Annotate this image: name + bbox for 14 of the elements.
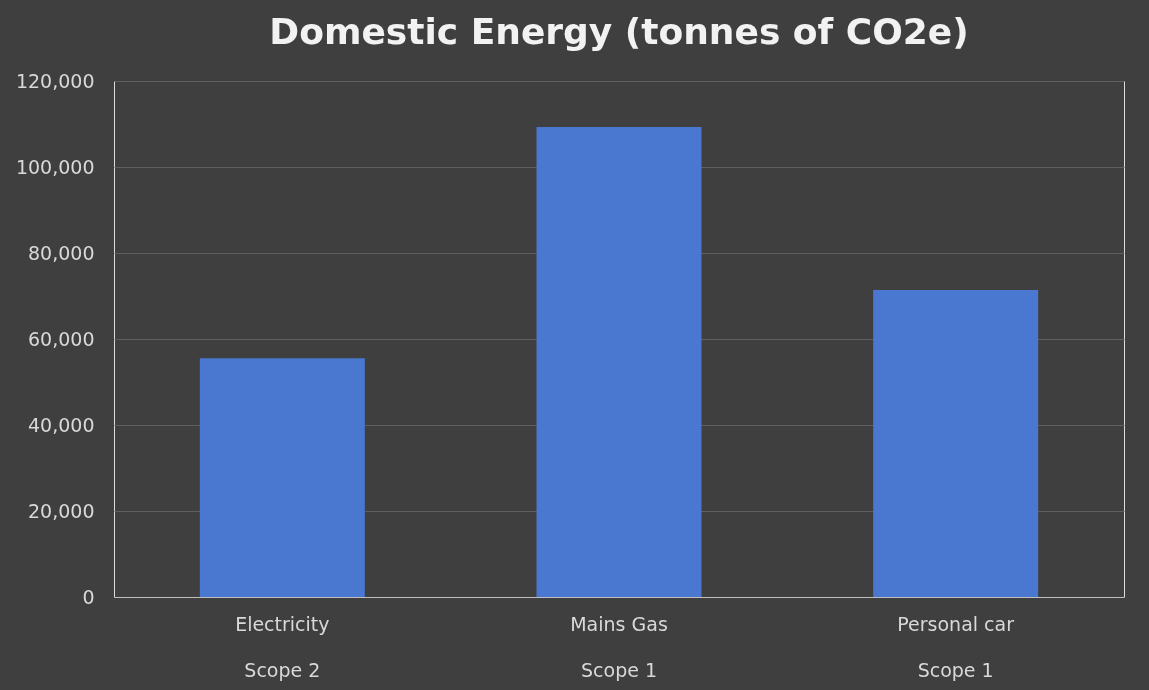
- y-tick-label: 20,000: [28, 499, 95, 522]
- category-label: Electricity Scope 2: [235, 612, 330, 681]
- category-label: Mains Gas Scope 1: [570, 612, 668, 681]
- y-tick-label: 0: [82, 585, 95, 608]
- y-tick-label: 80,000: [28, 241, 95, 264]
- y-tick-label: 40,000: [28, 413, 95, 436]
- chart-title: Domestic Energy (tonnes of CO2e): [269, 11, 969, 52]
- category-label: Personal car Scope 1: [897, 612, 1015, 681]
- y-tick-label: 120,000: [15, 69, 95, 92]
- bar: [536, 127, 702, 597]
- bar: [873, 289, 1039, 597]
- bar: [199, 358, 365, 597]
- y-tick-label: 100,000: [15, 155, 95, 178]
- y-tick-label: 60,000: [28, 327, 95, 350]
